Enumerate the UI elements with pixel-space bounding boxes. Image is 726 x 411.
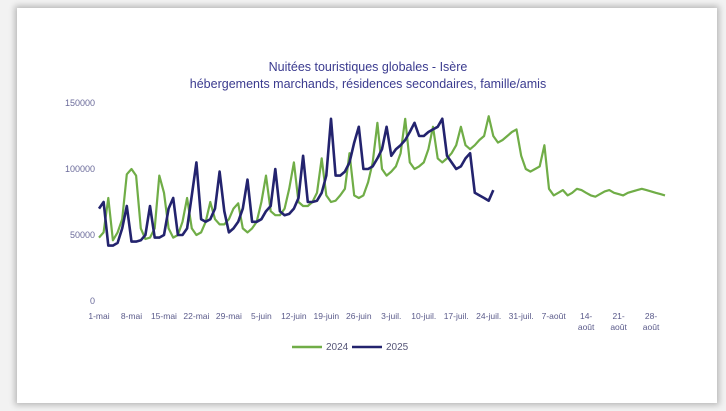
legend-label-2024: 2024	[326, 342, 349, 353]
series-line-2024	[98, 115, 666, 242]
x-tick-label: 15-mai	[151, 311, 177, 321]
x-tick-label: 22-mai	[183, 311, 209, 321]
x-tick-label: 10-juil.	[411, 311, 436, 321]
y-tick-label: 100000	[65, 164, 95, 174]
y-tick-label: 50000	[70, 230, 95, 240]
x-tick-label: 21-août	[610, 311, 627, 332]
line-chart: Nuitées touristiques globales - Isère hé…	[65, 60, 666, 353]
x-tick-label: 19-juin	[314, 311, 340, 321]
chart-subtitle: hébergements marchands, résidences secon…	[190, 77, 546, 91]
x-tick-label: 1-mai	[88, 311, 109, 321]
y-tick-label: 0	[90, 296, 95, 306]
x-tick-label: 26-juin	[346, 311, 372, 321]
x-axis: 1-mai 8-mai 15-mai 22-mai 29-mai 5-juin 12-jui…	[88, 311, 660, 332]
x-tick-label: 3-juil.	[381, 311, 401, 321]
chart-card: Nuitées touristiques globales - Isère hé…	[17, 8, 717, 403]
x-tick-label: 5-juin	[251, 311, 272, 321]
x-tick-label: 24-juil.	[476, 311, 501, 321]
x-tick-label: 8-mai	[121, 311, 142, 321]
series-line-2025	[97, 117, 495, 247]
x-tick-label: 12-juin	[281, 311, 307, 321]
legend-label-2025: 2025	[386, 342, 409, 353]
y-axis: 150000 100000 50000 0	[65, 98, 95, 306]
x-tick-label: 7-août	[542, 311, 567, 321]
x-tick-label: 29-mai	[216, 311, 242, 321]
legend: 2024 2025	[292, 342, 409, 353]
x-tick-label: 14-août	[578, 311, 595, 332]
x-tick-label: 17-juil.	[444, 311, 469, 321]
y-tick-label: 150000	[65, 98, 95, 108]
x-tick-label: 28-août	[643, 311, 660, 332]
plot-area	[97, 115, 666, 247]
x-tick-label: 31-juil.	[509, 311, 534, 321]
chart-title: Nuitées touristiques globales - Isère	[269, 60, 468, 74]
